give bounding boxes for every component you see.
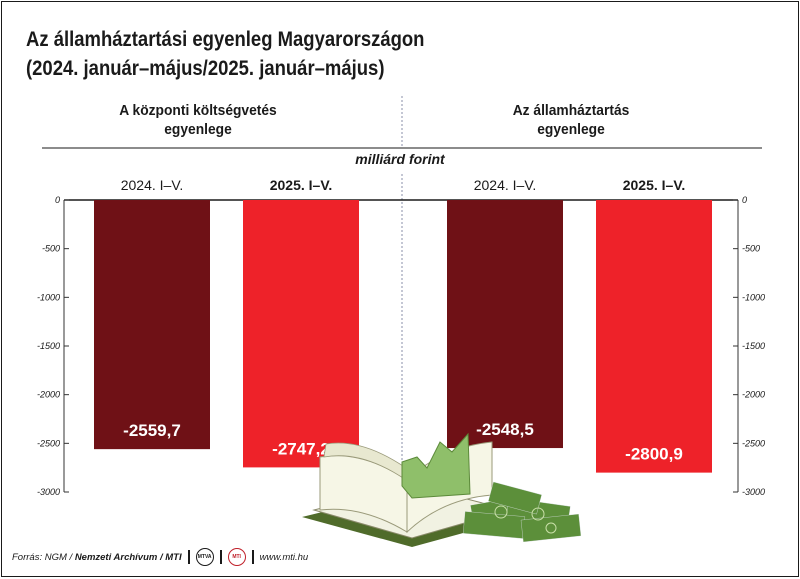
y-tick-label-right: -1500 (742, 341, 765, 351)
chart-title-line1: Az államháztartási egyenleg Magyarország… (26, 28, 425, 51)
bar-value-label: -2559,7 (123, 421, 181, 440)
panel-title-general-line2: egyenlege (537, 121, 605, 138)
bars-layer: 2024. I–V. -2559,7 2025. I–V. -2747,2 2024. … (94, 177, 712, 473)
y-tick-label-left: -3000 (37, 487, 60, 497)
axis-ticks: 0 0 -500 -500 -1000 -1000 -1500 -1500 -2000 -2000… (37, 195, 765, 497)
y-tick-label-right: -2000 (742, 390, 765, 400)
panel-title-central-line1: A központi költségvetés (119, 102, 277, 119)
category-label: 2024. I–V. (474, 177, 537, 193)
y-tick-label-right: -2500 (742, 438, 765, 448)
category-label: 2024. I–V. (121, 177, 184, 193)
source-prefix: Forrás: NGM / (12, 551, 75, 563)
bar-value-label: -2747,2 (272, 439, 330, 458)
y-tick-label-right: -3000 (742, 487, 765, 497)
bar (243, 200, 359, 468)
book-money-illustration (302, 432, 582, 547)
source-label: Forrás: NGM / Nemzeti Archívum / MTI (12, 552, 182, 563)
y-tick-label-left: -500 (42, 244, 60, 254)
y-tick-label-left: 0 (55, 195, 60, 205)
footer-separator (187, 550, 190, 564)
unit-label: milliárd forint (355, 151, 445, 167)
y-tick-label-left: -1500 (37, 341, 60, 351)
panel-title-central: A központi költségvetés egyenlege (60, 101, 336, 139)
bar-value-label: -2800,9 (625, 445, 683, 464)
bar (596, 200, 712, 473)
y-tick-label-right: -500 (742, 244, 760, 254)
category-label: 2025. I–V. (623, 177, 686, 193)
bar (447, 200, 563, 449)
y-tick-label-left: -1000 (37, 292, 60, 302)
footer-separator (251, 550, 254, 564)
y-tick-label-left: -2500 (37, 438, 60, 448)
chart-title-line2: (2024. január–május/2025. január–május) (26, 57, 385, 80)
bar-value-label: -2548,5 (476, 420, 534, 439)
panel-title-central-line2: egyenlege (164, 121, 232, 138)
bar (94, 200, 210, 450)
footer-separator (219, 550, 222, 564)
website-link[interactable]: www.mti.hu (259, 551, 309, 563)
panel-title-general-line1: Az államháztartás (512, 102, 630, 119)
footer: Forrás: NGM / Nemzeti Archívum / MTI MTV… (12, 548, 308, 566)
category-label: 2025. I–V. (270, 177, 333, 193)
mtva-logo: MTVA (195, 548, 214, 566)
y-tick-label-right: 0 (742, 195, 747, 205)
y-tick-label-left: -2000 (37, 390, 60, 400)
mti-logo: MTI (227, 548, 246, 566)
panel-title-general: Az államháztartás egyenlege (433, 101, 709, 139)
source-bold: Nemzeti Archívum / MTI (74, 551, 182, 563)
y-tick-label-right: -1000 (742, 292, 765, 302)
